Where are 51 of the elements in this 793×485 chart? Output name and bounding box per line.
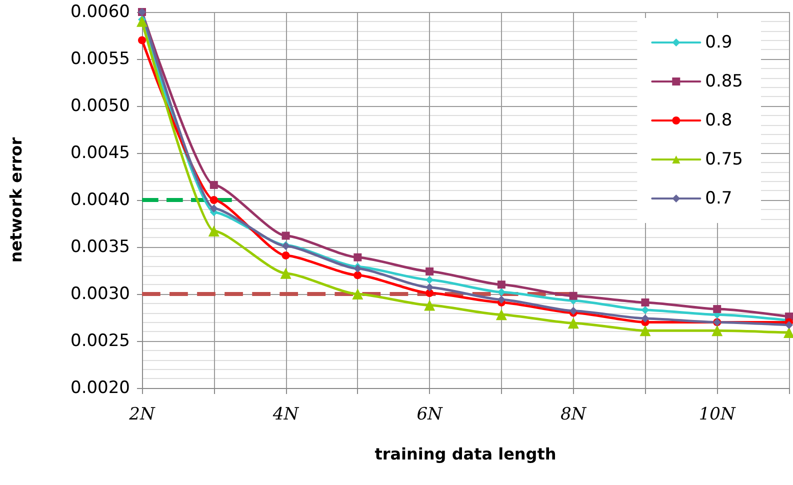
y-tick-label: 0.0040 [70,190,130,210]
point [568,318,579,329]
point [426,276,434,284]
x-tick-label: 4N [272,404,300,424]
point [641,314,650,322]
point [641,298,650,306]
y-tick-label: 0.0020 [70,378,130,398]
y-tick-label: 0.0035 [70,237,130,257]
point [210,204,218,212]
x-tick-label: 10N [698,404,736,424]
point [496,309,507,320]
point [712,325,723,336]
point [497,280,506,289]
y-axis-title: network error [6,137,26,263]
x-tick-label: 8N [560,404,588,424]
legend-label: 0.9 [705,32,732,52]
point [352,288,364,300]
x-axis-title: training data length [374,444,556,464]
point [640,325,651,336]
y-tick-label: 0.0030 [70,284,130,304]
point [641,306,650,314]
y-tick-label: 0.0025 [70,331,130,351]
point [426,267,434,276]
point [424,300,436,311]
point [497,288,506,296]
point [426,283,434,292]
point [354,253,362,262]
point [210,196,218,204]
point [282,251,290,260]
y-tick-label: 0.0055 [70,49,130,69]
y-tick-label: 0.0045 [70,143,130,163]
x-tick-label: 6N [416,404,444,424]
legend-label: 0.7 [705,188,732,208]
point [210,180,218,189]
point [280,268,292,279]
point [208,226,220,237]
point [785,321,793,330]
point [136,16,148,27]
point [138,36,146,44]
point [569,292,578,300]
point [497,296,506,304]
point [426,289,434,298]
y-tick-label: 0.0050 [70,96,130,116]
point [354,271,362,280]
point [282,232,290,240]
legend-label: 0.85 [705,72,744,92]
legend-label: 0.75 [705,150,744,170]
legend-label: 0.8 [705,110,732,130]
x-tick-label: 2N [128,404,156,424]
y-tick-label: 0.0060 [70,2,130,22]
point [713,305,722,314]
